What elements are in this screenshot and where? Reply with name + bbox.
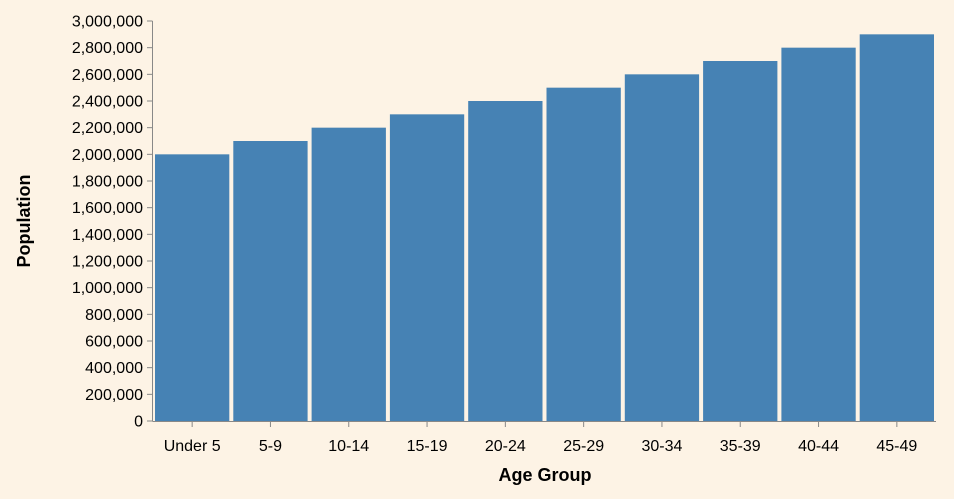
y-tick-label: 2,400,000 bbox=[72, 94, 143, 111]
x-tick-label: 45-49 bbox=[876, 438, 917, 455]
y-tick-label: 2,000,000 bbox=[72, 147, 143, 164]
bar bbox=[781, 47, 856, 422]
x-tick-label: 40-44 bbox=[798, 438, 839, 455]
y-tick-label: 200,000 bbox=[85, 387, 143, 404]
y-axis-title: Population bbox=[14, 175, 34, 268]
y-tick-label: 1,600,000 bbox=[72, 200, 143, 217]
y-tick-label: 800,000 bbox=[85, 307, 143, 324]
bar bbox=[859, 34, 934, 421]
x-tick-label: 5-9 bbox=[259, 438, 282, 455]
y-tick-label: 1,800,000 bbox=[72, 174, 143, 191]
bar bbox=[389, 114, 465, 421]
x-tick-label: 15-19 bbox=[407, 438, 448, 455]
bar bbox=[468, 101, 543, 421]
y-tick-label: 1,400,000 bbox=[72, 227, 143, 244]
bar bbox=[703, 61, 778, 421]
bar bbox=[155, 154, 230, 422]
y-tick-label: 0 bbox=[134, 414, 143, 431]
y-tick-label: 2,800,000 bbox=[72, 40, 143, 57]
y-tick-label: 1,000,000 bbox=[72, 280, 143, 297]
y-tick-label: 600,000 bbox=[85, 334, 143, 351]
x-tick-label: 10-14 bbox=[328, 438, 369, 455]
y-tick-label: 3,000,000 bbox=[72, 14, 143, 31]
y-tick-label: 400,000 bbox=[85, 360, 143, 377]
x-tick-label: 30-34 bbox=[641, 438, 682, 455]
y-axis: 0 200,000 400,000 600,000 800,000 1,000,000 1,… bbox=[72, 14, 153, 431]
bar bbox=[311, 127, 386, 422]
bar bbox=[233, 141, 308, 421]
y-tick-label: 2,200,000 bbox=[72, 120, 143, 137]
x-tick-label: 35-39 bbox=[720, 438, 761, 455]
x-axis-title: Age Group bbox=[499, 465, 592, 485]
bar bbox=[546, 87, 621, 422]
bar bbox=[624, 74, 700, 421]
x-tick-label: 20-24 bbox=[485, 438, 526, 455]
y-tick-label: 1,200,000 bbox=[72, 254, 143, 271]
bars bbox=[155, 34, 934, 422]
x-axis: Under 5 5-9 10-14 15-19 20-24 25-29 30-34 35-39… bbox=[152, 421, 936, 455]
y-tick-label: 2,600,000 bbox=[72, 67, 143, 84]
x-tick-label: Under 5 bbox=[164, 438, 221, 455]
x-tick-label: 25-29 bbox=[563, 438, 604, 455]
